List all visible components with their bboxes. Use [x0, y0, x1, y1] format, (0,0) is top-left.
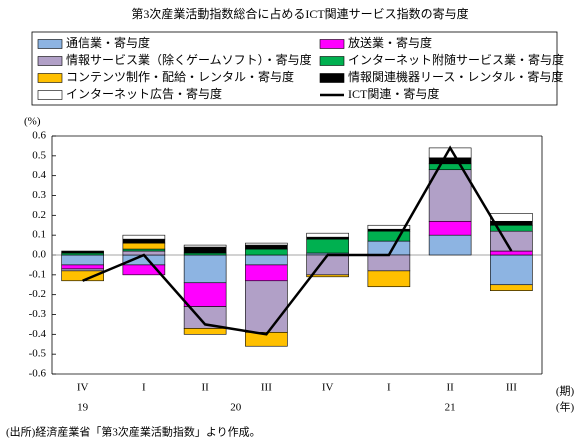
x-tick-label: III — [261, 382, 272, 394]
bar-segment — [367, 270, 411, 288]
bar-segment — [245, 264, 288, 282]
bar-segment — [122, 234, 166, 240]
bar-segment — [490, 213, 533, 222]
bar-segment — [61, 250, 104, 254]
bar-segment — [245, 280, 288, 333]
y-tick-label: -0.6 — [29, 368, 47, 380]
bar-segment — [245, 248, 288, 256]
bar-segment — [122, 264, 166, 276]
y-tick-label: 0.6 — [32, 130, 46, 142]
x-tick-label: IV — [77, 382, 89, 394]
legend-swatch — [37, 73, 63, 83]
bar-segment — [306, 238, 349, 254]
bar-segment — [245, 254, 288, 266]
x-group-label: 20 — [230, 402, 242, 414]
y-tick-label: 0.2 — [32, 209, 46, 221]
y-tick-label: 0.5 — [32, 149, 46, 161]
bar-segment — [183, 244, 227, 248]
bar-segment — [306, 254, 349, 276]
bar-segment — [61, 264, 104, 270]
x-group-axis-label: (年) — [556, 400, 575, 414]
bar-segment — [245, 242, 288, 246]
legend-swatch — [37, 90, 63, 100]
x-tick-label: II — [201, 382, 209, 394]
bar-segment — [428, 220, 472, 236]
y-tick-label: -0.5 — [29, 348, 47, 360]
bar-segment — [490, 250, 533, 256]
bar-segment — [367, 254, 411, 272]
x-tick-label: III — [506, 382, 517, 394]
bar-segment — [490, 254, 533, 286]
x-group-label: 19 — [77, 402, 89, 414]
y-tick-label: 0.4 — [32, 169, 46, 181]
bar-segment — [490, 230, 533, 252]
bar-segment — [122, 242, 166, 250]
bar-segment — [306, 274, 349, 278]
bar-segment — [306, 232, 349, 238]
bar-segment — [428, 163, 472, 171]
bar-segment — [61, 254, 104, 266]
x-tick-label: II — [446, 382, 454, 394]
y-axis-label: (%) — [24, 116, 41, 128]
legend-swatch — [37, 39, 63, 49]
bar-segment — [367, 230, 411, 242]
legend-swatch — [319, 56, 345, 66]
legend-swatch — [319, 73, 345, 83]
y-tick-label: -0.1 — [29, 268, 46, 280]
y-tick-label: -0.2 — [29, 288, 46, 300]
x-tick-label: I — [142, 382, 146, 394]
bar-segment — [367, 224, 411, 230]
bar-segment — [428, 157, 472, 165]
y-tick-label: -0.4 — [29, 328, 47, 340]
y-tick-label: 0.3 — [32, 189, 46, 201]
legend-swatch — [37, 56, 63, 66]
y-tick-label: -0.3 — [29, 308, 47, 320]
legend-label: 情報サービス業（除くゲームソフト）・寄与度 — [66, 52, 312, 67]
legend-box — [31, 31, 558, 106]
chart-title: 第3次産業活動指数総合に占めるICT関連サービス指数の寄与度 — [131, 6, 468, 21]
legend-label: インターネット附随サービス業・寄与度 — [348, 52, 564, 67]
bar-segment — [183, 254, 227, 284]
bar-segment — [183, 246, 227, 254]
legend-label: ICT関連・寄与度 — [348, 86, 439, 101]
legend-swatch — [319, 39, 345, 49]
source-note: (出所)経済産業省「第3次産業活動指数」より作成。 — [6, 425, 261, 439]
bar-segment — [245, 244, 288, 250]
bar-segment — [122, 238, 166, 244]
line — [82, 145, 513, 336]
bar-segment — [183, 282, 227, 307]
bar-segment — [428, 234, 472, 256]
x-tick-label: I — [387, 382, 391, 394]
bar-segment — [183, 328, 227, 335]
y-tick-label: 0.1 — [32, 229, 46, 241]
bar-segment — [428, 169, 472, 222]
legend-label: コンテンツ制作・配給・レンタル・寄与度 — [66, 69, 294, 84]
x-tick-label: IV — [322, 382, 334, 394]
x-group-label: 21 — [445, 402, 456, 414]
bar-segment — [490, 284, 533, 291]
x-axis-label: (期) — [556, 385, 575, 398]
legend-label: 通信業・寄与度 — [66, 35, 150, 50]
legend-label: 情報関連機器リース・レンタル・寄与度 — [348, 69, 563, 84]
y-tick-label: 0.0 — [32, 249, 46, 261]
legend-label: インターネット広告・寄与度 — [66, 86, 222, 101]
legend-label: 放送業・寄与度 — [348, 35, 432, 50]
